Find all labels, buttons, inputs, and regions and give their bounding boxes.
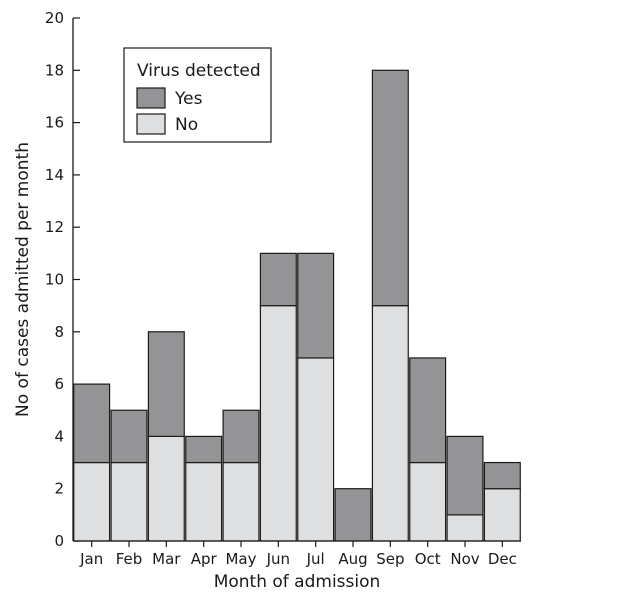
y-tick-label: 12 — [45, 218, 64, 236]
bar-yes-aug — [334, 488, 372, 542]
y-tick-label: 14 — [45, 166, 64, 184]
x-tick-label: Jun — [266, 550, 290, 568]
y-tick-label: 2 — [54, 480, 64, 498]
x-axis: Jan Feb Mar Apr May Jun Jul Aug Sep Oct Nov Dec — [73, 540, 521, 568]
y-axis-title: No of cases admitted per month — [13, 142, 33, 417]
bar-yes-sep — [371, 69, 409, 307]
bar-yes-oct — [409, 357, 447, 464]
bar-yes-apr — [185, 435, 223, 464]
x-tick-label: May — [225, 550, 256, 568]
y-tick-label: 18 — [45, 61, 64, 79]
bar-yes-jun — [259, 252, 297, 307]
bar-no-jan — [73, 461, 111, 542]
bar-no-nov — [446, 514, 484, 542]
x-tick-label: Feb — [116, 550, 143, 568]
bar-yes-dec — [483, 461, 521, 490]
bar-no-apr — [185, 461, 223, 542]
x-tick-label: Aug — [338, 550, 367, 568]
bar-no-jul — [297, 357, 335, 542]
x-tick-label: Apr — [191, 550, 218, 568]
x-axis-title: Month of admission — [214, 572, 381, 592]
bar-yes-feb — [110, 409, 148, 464]
y-tick-label: 16 — [45, 114, 64, 132]
bar-no-oct — [409, 461, 447, 542]
legend: Virus detected Yes No — [123, 47, 272, 143]
legend-swatch-no — [136, 113, 166, 135]
bar-yes-mar — [147, 331, 185, 437]
x-tick-label: Nov — [450, 550, 479, 568]
y-tick-label: 20 — [45, 9, 64, 27]
y-tick-label: 4 — [54, 427, 64, 445]
legend-swatch-yes — [136, 87, 166, 109]
bar-no-dec — [483, 488, 521, 542]
bar-yes-nov — [446, 435, 484, 516]
x-tick-label: Oct — [415, 550, 441, 568]
bar-no-mar — [147, 435, 185, 542]
bar-yes-jan — [73, 383, 111, 464]
x-tick-label: Jul — [306, 550, 325, 568]
bars — [73, 69, 521, 542]
x-tick-label: Jan — [79, 550, 103, 568]
legend-label-no: No — [175, 115, 198, 135]
legend-title: Virus detected — [137, 61, 261, 81]
x-tick-label: Dec — [488, 550, 517, 568]
legend-label-yes: Yes — [174, 89, 203, 109]
bar-no-jun — [259, 305, 297, 542]
x-tick-label: Mar — [152, 550, 181, 568]
bar-no-sep — [371, 305, 409, 542]
bar-yes-may — [222, 409, 260, 464]
bar-no-may — [222, 461, 260, 542]
y-tick-label: 6 — [54, 375, 64, 393]
x-tick-label: Sep — [376, 550, 404, 568]
bar-yes-jul — [297, 252, 335, 359]
y-tick-label: 0 — [54, 532, 64, 550]
y-tick-label: 8 — [54, 323, 64, 341]
y-tick-label: 10 — [45, 271, 64, 289]
y-axis: 0 2 4 6 8 10 12 14 16 18 20 — [45, 9, 80, 550]
bar-no-feb — [110, 461, 148, 542]
